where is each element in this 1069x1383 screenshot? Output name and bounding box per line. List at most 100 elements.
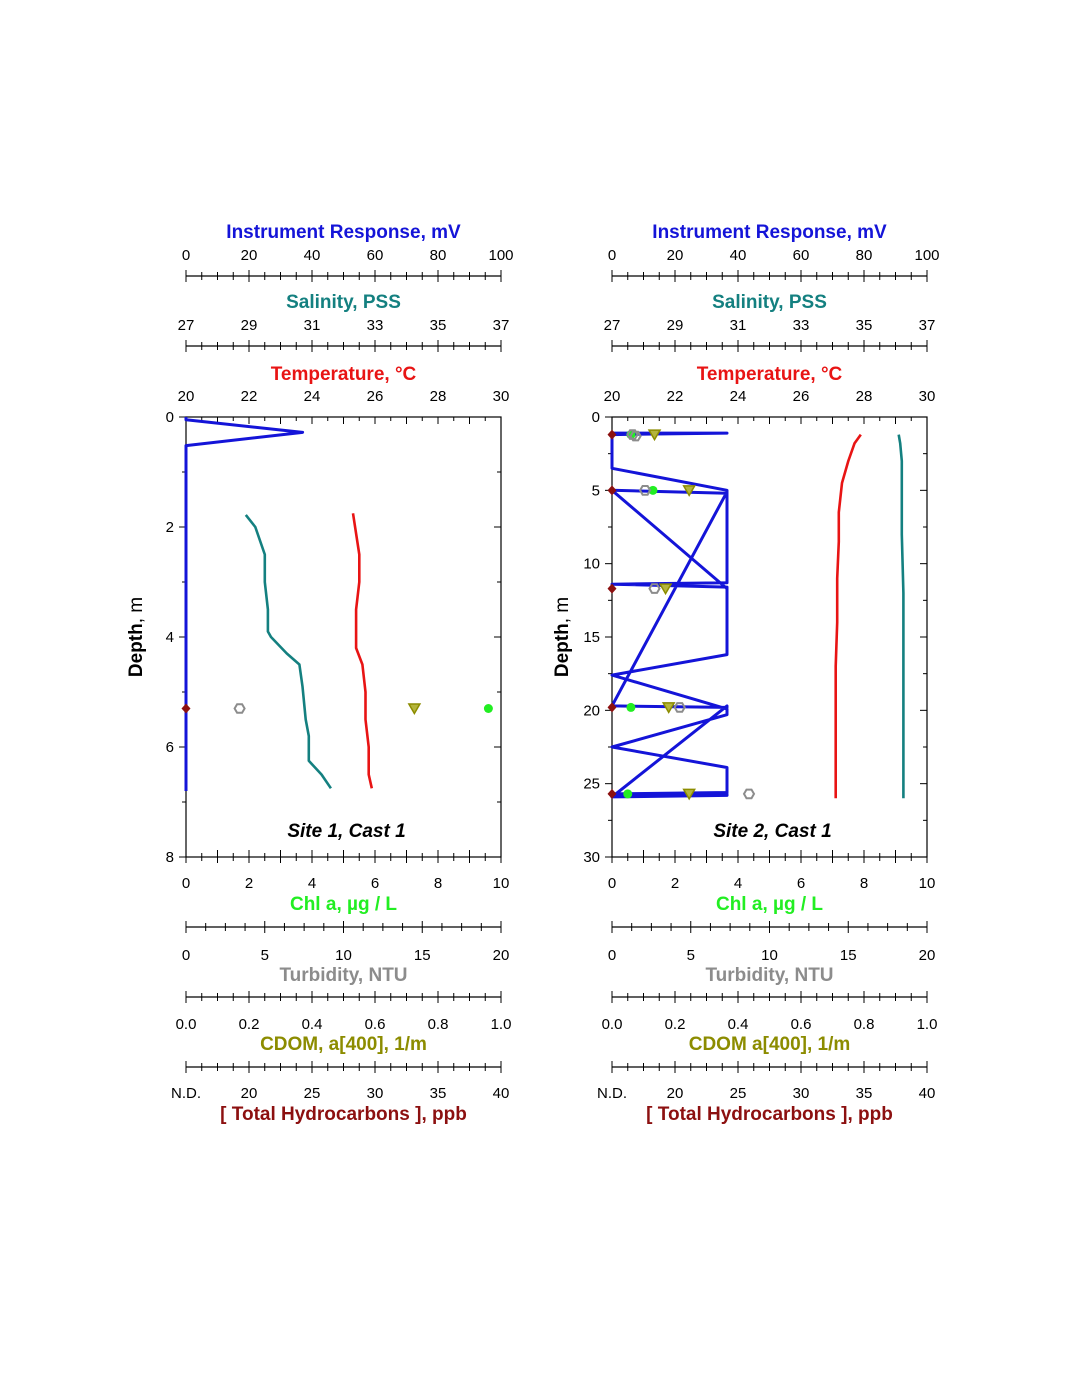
temperature-tick-label: 26: [367, 388, 384, 405]
thc-data-point: [607, 429, 617, 440]
salinity-axis: [611, 340, 928, 352]
thc-data-point: [181, 703, 191, 714]
depth-tick-label: 15: [583, 629, 600, 646]
depth-tick-label: 2: [166, 519, 174, 536]
salinity-series-line: [897, 434, 905, 799]
depth-axis-label: Depth: [126, 623, 147, 677]
thc-axis: [185, 1061, 502, 1073]
instrument-axis: [611, 270, 928, 282]
thc-tick-label: 25: [304, 1085, 321, 1102]
turbidity-tick-label: 0: [182, 947, 190, 964]
instrument-axis: [185, 270, 502, 282]
thc-data-point: [607, 702, 617, 713]
instrument-axis-unit: mV: [431, 222, 461, 243]
thc-data-point: [607, 583, 617, 594]
salinity-axis-label: Salinity: [286, 292, 354, 313]
instrument-tick-label: 80: [430, 247, 447, 264]
turbidity-data-point: [673, 702, 686, 713]
thc-tick-label: 40: [493, 1085, 510, 1102]
temperature-tick-label: 22: [241, 388, 258, 405]
temperature-tick-label: 26: [793, 388, 810, 405]
cdom-data-point: [682, 788, 696, 801]
salinity-axis-unit: PSS: [789, 292, 827, 313]
thc-axis-title: [ Total Hydrocarbons ], ppb: [220, 1104, 467, 1125]
depth-tick-label: 0: [166, 409, 174, 426]
salinity-tick-label: 37: [919, 317, 936, 334]
cdom-tick-label: 1.0: [917, 1016, 938, 1033]
cdom-data-point: [661, 702, 676, 714]
cdom-axis: [611, 991, 928, 1003]
turbidity-tick-label: 5: [261, 947, 269, 964]
cdom-axis-title: CDOM a[400], 1/m: [689, 1034, 851, 1055]
chl-tick-label: 4: [734, 875, 742, 892]
turbidity-data-point: [742, 788, 756, 800]
temperature-tick-label: 30: [493, 388, 510, 405]
depth-tick-label: 4: [166, 629, 174, 646]
chl-axis-title: Chl a, µg / L: [716, 894, 823, 915]
chl-data-point: [483, 704, 493, 713]
salinity-series-line: [244, 514, 332, 790]
temperature-axis-label: Temperature: [697, 364, 811, 385]
salinity-tick-label: 35: [430, 317, 447, 334]
temperature-axis-unit: °C: [395, 364, 417, 385]
depth-tick-label: 30: [583, 849, 600, 866]
cdom-tick-label: 0.8: [428, 1016, 449, 1033]
instrument-tick-label: 0: [182, 247, 190, 264]
thc-axis-label: [ Total Hydrocarbons ]: [646, 1104, 847, 1125]
chl-tick-label: 10: [493, 875, 510, 892]
thc-tick-label: 35: [430, 1085, 447, 1102]
chl-tick-label: 0: [182, 875, 190, 892]
temperature-series-line: [351, 513, 374, 789]
depth-axis-label: Depth: [552, 623, 573, 677]
cdom-axis-title: CDOM, a[400], 1/m: [260, 1034, 427, 1055]
thc-tick-label: 25: [730, 1085, 747, 1102]
instrument-tick-label: 60: [793, 247, 810, 264]
instrument-axis-unit: mV: [857, 222, 887, 243]
thc-axis-unit: ppb: [432, 1104, 467, 1125]
cdom-axis-label: CDOM, a[400]: [260, 1034, 384, 1055]
temperature-tick-label: 22: [667, 388, 684, 405]
turbidity-data-point: [648, 583, 661, 594]
chl-axis-label: Chl a: [290, 894, 337, 915]
cdom-tick-label: 0.0: [602, 1016, 623, 1033]
turbidity-data-point: [233, 703, 246, 714]
salinity-tick-label: 27: [178, 317, 195, 334]
panel-title: Site 1, Cast 1: [287, 821, 405, 842]
turbidity-axis-title: Turbidity, NTU: [279, 965, 407, 986]
panel-title: Site 2, Cast 1: [713, 821, 831, 842]
instrument-tick-label: 20: [667, 247, 684, 264]
chl-tick-label: 2: [671, 875, 679, 892]
temperature-tick-label: 30: [919, 388, 936, 405]
cdom-tick-label: 0.6: [791, 1016, 812, 1033]
turbidity-tick-label: 10: [761, 947, 778, 964]
cdom-tick-label: 1.0: [491, 1016, 512, 1033]
turbidity-tick-label: 10: [335, 947, 352, 964]
temperature-tick-label: 20: [178, 388, 195, 405]
panel-site-2: Instrument Response, mV0 20 40 60 80 100Salin…: [552, 222, 940, 1125]
thc-axis-label: [ Total Hydrocarbons ]: [220, 1104, 421, 1125]
plot-frame: [185, 416, 502, 858]
instrument-axis-title: Instrument Response, mV: [652, 222, 887, 243]
instrument-axis-label: Instrument Response: [652, 222, 846, 243]
salinity-axis-label: Salinity: [712, 292, 780, 313]
thc-tick-label: 20: [667, 1085, 684, 1102]
plot-frame: [611, 416, 928, 858]
cdom-data-point: [647, 429, 662, 442]
depth-axis-title: Depth, m: [126, 597, 147, 677]
thc-data-point: [607, 788, 617, 799]
turbidity-tick-label: 20: [493, 947, 510, 964]
turbidity-tick-label: 0: [608, 947, 616, 964]
instrument-tick-label: 20: [241, 247, 258, 264]
cdom-axis-unit: 1/m: [394, 1034, 427, 1055]
instrument-tick-label: 60: [367, 247, 384, 264]
turbidity-data-point: [629, 430, 642, 442]
depth-tick-label: 8: [166, 849, 174, 866]
cdom-data-point: [407, 703, 422, 715]
temperature-axis-unit: °C: [821, 364, 843, 385]
turbidity-axis-unit: NTU: [794, 965, 833, 986]
cdom-tick-label: 0.4: [728, 1016, 749, 1033]
depth-tick-label: 6: [166, 739, 174, 756]
temperature-tick-label: 24: [304, 388, 321, 405]
turbidity-axis-unit: NTU: [368, 965, 407, 986]
salinity-tick-label: 33: [367, 317, 384, 334]
